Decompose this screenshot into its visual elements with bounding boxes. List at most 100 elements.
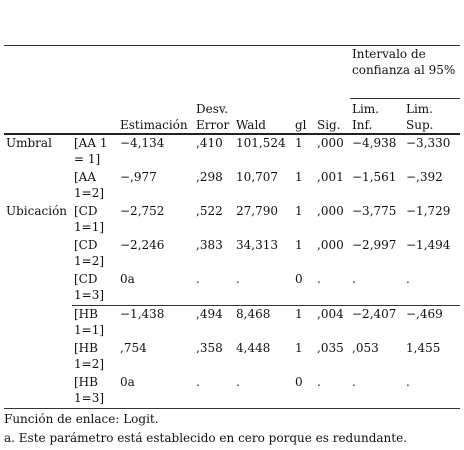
data-cell: 0 [295, 272, 303, 286]
data-cell: ,410 [196, 136, 223, 150]
data-row: [CD 1=2] −2,246 ,383 34,313 1 ,000 −2,997 −1,49… [4, 237, 460, 271]
data-cell: . [196, 272, 200, 286]
row-label [4, 271, 72, 306]
data-row: [AA 1=2] −,977 ,298 10,707 1 ,001 −1,561 −,392 [4, 169, 460, 203]
header-cell [4, 98, 72, 135]
footnote: a. Este parámetro está establecido en ce… [4, 431, 407, 445]
data-cell: . [236, 272, 240, 286]
row-label: [AA 1 = 1] [74, 136, 108, 166]
data-cell: . [234, 374, 293, 409]
header-cell [194, 45, 234, 99]
data-cell: ,298 [196, 170, 223, 184]
data-cell: . [194, 374, 234, 409]
row-label [4, 340, 72, 374]
footnotes: Función de enlace: Logit. a. Este parámet… [4, 411, 460, 447]
row-label: [CD 1=1] [74, 204, 105, 234]
data-cell: −,392 [406, 170, 443, 184]
data-cell: . [315, 374, 350, 409]
data-cell: ,358 [196, 341, 223, 355]
header-cell [293, 45, 315, 99]
data-cell: ,035 [317, 341, 344, 355]
row-label: Umbral [6, 136, 52, 150]
column-header: Desv. Error [194, 98, 234, 135]
data-cell: ,383 [196, 238, 223, 252]
data-cell: −,469 [404, 305, 460, 340]
data-cell: −3,330 [406, 136, 451, 150]
data-cell: 10,707 [236, 170, 278, 184]
data-cell: 1 [293, 305, 315, 340]
data-cell: . [352, 272, 356, 286]
column-header: Estimación [118, 98, 194, 135]
data-cell: −1,561 [352, 170, 397, 184]
data-cell: 101,524 [236, 136, 286, 150]
data-cell: ,754 [120, 341, 147, 355]
header-cell [72, 45, 118, 99]
header-cell [72, 98, 118, 135]
data-cell: ,053 [352, 341, 379, 355]
row-label: [AA 1=2] [74, 170, 105, 200]
data-cell: ,004 [315, 305, 350, 340]
column-header: Sig. [315, 98, 350, 135]
data-row: [HB 1=3] 0a.. 0... [4, 374, 460, 409]
data-cell: ,001 [317, 170, 344, 184]
data-cell: −4,134 [120, 136, 165, 150]
row-label: [HB 1=1] [72, 305, 118, 340]
data-cell: 4,448 [236, 341, 271, 355]
header-cell [315, 45, 350, 99]
data-row: [CD 1=3] 0a.. 0... [4, 271, 460, 306]
group-header: Intervalo de confianza al 95% [350, 45, 460, 99]
data-cell: ,494 [194, 305, 234, 340]
data-row: [HB 1=2] ,754 ,358 4,448 1 ,035 ,053 1,455 [4, 340, 460, 374]
header-row: Estimación Desv. Error Wald gl Sig. Lim. Inf.… [4, 98, 460, 135]
header-cell [234, 45, 293, 99]
header-cell [118, 45, 194, 99]
data-cell: 1,455 [406, 341, 441, 355]
data-cell: . [317, 272, 321, 286]
data-row: Umbral [AA 1 = 1] −4,134 ,410 101,524 1 ,000 −4… [4, 134, 460, 169]
column-header: Lim. Sup. [404, 98, 460, 135]
data-cell: −,977 [120, 170, 157, 184]
row-label [4, 306, 72, 341]
row-label [4, 237, 72, 271]
data-cell: 0a [118, 374, 194, 409]
data-cell: 27,790 [236, 204, 278, 218]
data-cell: −3,775 [352, 204, 397, 218]
data-cell: 0 [293, 374, 315, 409]
data-cell: ,000 [317, 238, 344, 252]
data-cell: −4,938 [352, 136, 397, 150]
data-cell: . [404, 374, 460, 409]
header-row: Intervalo de confianza al 95% [4, 45, 460, 99]
data-cell: . [350, 374, 404, 409]
data-cell: 1 [295, 204, 303, 218]
row-label: [CD 1=2] [74, 238, 105, 268]
row-label [4, 169, 72, 203]
data-cell: −2,752 [120, 204, 165, 218]
table-container: Intervalo de confianza al 95% Estimación D… [4, 45, 460, 447]
data-cell: ,000 [317, 204, 344, 218]
data-cell: −1,438 [118, 305, 194, 340]
data-cell: −2,407 [350, 305, 404, 340]
footnote: Función de enlace: Logit. [4, 412, 159, 426]
column-header: Wald [234, 98, 293, 135]
row-label [4, 374, 72, 409]
data-cell: 1 [295, 170, 303, 184]
column-header: Lim. Inf. [350, 98, 404, 135]
row-label: [HB 1=2] [74, 341, 105, 371]
row-label: [HB 1=3] [72, 374, 118, 409]
data-cell: 1 [295, 136, 303, 150]
data-cell: 1 [295, 341, 303, 355]
data-cell: −1,494 [406, 238, 451, 252]
header-cell [4, 45, 72, 99]
data-cell: 1 [295, 238, 303, 252]
row-label: Ubicación [6, 204, 68, 218]
data-cell: ,522 [196, 204, 223, 218]
data-row: Ubicación [CD 1=1] −2,752 ,522 27,790 1 ,000 −3… [4, 203, 460, 237]
data-row: [HB 1=1] −1,438,494 8,468 1,004 −2,407 −,469 [4, 305, 460, 341]
data-cell: −1,729 [406, 204, 451, 218]
data-cell: ,000 [317, 136, 344, 150]
column-header: gl [293, 98, 315, 135]
data-cell: 8,468 [234, 305, 293, 340]
data-cell: 0a [120, 272, 135, 286]
data-cell: −2,246 [120, 238, 165, 252]
